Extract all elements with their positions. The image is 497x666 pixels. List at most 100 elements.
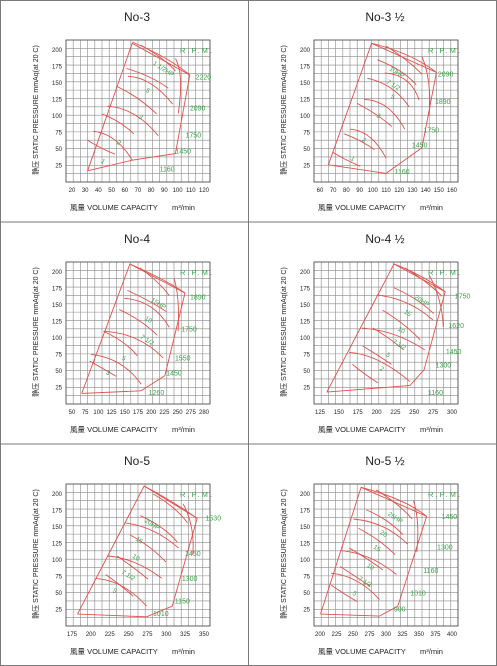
y-tick-label: 125 xyxy=(300,541,311,547)
hp-curve xyxy=(140,515,178,543)
y-tick-label: 200 xyxy=(52,48,63,54)
x-tick-label: 350 xyxy=(414,632,425,638)
hp-label: 25HP xyxy=(386,511,404,526)
hp-label: 7 1/2 xyxy=(120,569,136,583)
y-tick-label: 25 xyxy=(303,163,310,169)
x-axis-unit: m³/min xyxy=(420,203,443,212)
y-tick-label: 75 xyxy=(55,574,62,580)
rpm-value-label: 1450 xyxy=(412,143,428,150)
rpm-value-label: 1300 xyxy=(182,576,198,583)
rpm-curve xyxy=(173,279,179,332)
y-tick-label: 100 xyxy=(52,558,63,564)
y-tick-label: 200 xyxy=(300,48,311,54)
hp-curve xyxy=(358,527,396,555)
x-tick-label: 90 xyxy=(356,188,363,194)
rpm-curve xyxy=(349,128,387,159)
y-axis-label: 静压 STATIC PRESSURE mmAq(at 20 C) xyxy=(279,489,288,619)
x-tick-label: 300 xyxy=(381,632,392,638)
y-tick-label: 75 xyxy=(303,574,310,580)
x-tick-label: 110 xyxy=(186,188,196,194)
y-axis-label: 静压 STATIC PRESSURE mmAq(at 20 C) xyxy=(31,267,40,397)
y-tick-label: 150 xyxy=(300,303,311,309)
hp-label: 1 xyxy=(349,155,356,163)
hp-curve xyxy=(152,493,188,524)
operating-boundary xyxy=(81,263,186,394)
y-tick-label: 125 xyxy=(300,319,311,325)
x-tick-label: 250 xyxy=(173,410,184,416)
rpm-curve xyxy=(361,486,427,517)
y-tick-label: 125 xyxy=(52,97,63,103)
x-tick-label: 300 xyxy=(161,632,172,638)
x-axis-unit: m³/min xyxy=(172,647,195,656)
rpm-value-label: 2090 xyxy=(190,106,206,113)
hp-label: 10 xyxy=(365,562,375,572)
rpm-value-label: 1750 xyxy=(423,127,439,134)
operating-boundary xyxy=(326,263,446,393)
hp-label: 20HP xyxy=(413,294,431,309)
x-tick-label: 225 xyxy=(331,632,342,638)
y-tick-label: 125 xyxy=(52,541,63,547)
x-tick-label: 30 xyxy=(82,188,89,194)
y-tick-label: 25 xyxy=(55,607,62,613)
x-tick-label: 120 xyxy=(394,188,405,194)
rpm-value-label: 1150 xyxy=(175,599,190,606)
hp-curve xyxy=(367,77,410,107)
plot-frame xyxy=(65,261,211,405)
x-tick-label: 60 xyxy=(317,188,324,194)
x-tick-label: 250 xyxy=(348,632,359,638)
x-tick-label: 125 xyxy=(315,410,326,416)
rpm-value-label: 900 xyxy=(394,606,406,613)
hp-curve xyxy=(89,360,117,377)
hp-curve xyxy=(127,289,167,312)
y-tick-label: 125 xyxy=(300,97,311,103)
x-tick-label: 250 xyxy=(409,410,420,416)
y-tick-label: 175 xyxy=(52,508,63,514)
x-tick-label: 80 xyxy=(148,188,155,194)
y-tick-label: 75 xyxy=(303,130,310,136)
x-tick-label: 200 xyxy=(372,410,383,416)
hp-label: 20 xyxy=(378,529,388,539)
hp-label: 20HP xyxy=(143,517,161,532)
y-axis-label: 静压 STATIC PRESSURE mmAq(at 20 C) xyxy=(279,267,288,397)
x-tick-label: 225 xyxy=(105,632,116,638)
x-tick-label: 200 xyxy=(86,632,97,638)
hp-curve xyxy=(105,574,134,597)
rpm-value-label: 1620 xyxy=(448,323,464,330)
x-tick-label: 200 xyxy=(146,410,157,416)
y-tick-label: 50 xyxy=(303,147,310,153)
y-tick-label: 100 xyxy=(300,558,311,564)
x-axis-label: 風量 VOLUME CAPACITY xyxy=(70,425,158,434)
rpm-curve xyxy=(175,58,182,114)
hp-curve xyxy=(119,309,158,336)
rpm-curve xyxy=(143,485,198,519)
chart-title: No-3 ½ xyxy=(365,10,404,24)
rpm-curve xyxy=(90,354,142,385)
rpm-value-label: 1750 xyxy=(181,326,197,333)
hp-label: 3 xyxy=(104,369,111,377)
x-axis-unit: m³/min xyxy=(420,647,443,656)
rpm-curve xyxy=(353,518,408,545)
chart-title: No-5 ½ xyxy=(365,454,404,468)
hp-label: 10HP xyxy=(388,65,406,80)
rpm-header-label: R.P.M. xyxy=(428,268,462,277)
y-tick-label: 25 xyxy=(55,163,62,169)
y-tick-label: 25 xyxy=(303,607,310,613)
x-tick-label: 275 xyxy=(364,632,375,638)
rpm-curve xyxy=(413,500,419,553)
rpm-value-label: 1750 xyxy=(186,133,202,140)
rpm-curve xyxy=(428,274,444,327)
rpm-value-label: 2090 xyxy=(438,71,454,78)
hp-label: 3 xyxy=(375,112,382,120)
hp-label: 15 xyxy=(134,536,144,546)
rpm-curve xyxy=(341,550,397,575)
hp-curve xyxy=(382,309,421,341)
y-axis-label: 静压 STATIC PRESSURE mmAq(at 20 C) xyxy=(279,45,288,175)
y-tick-label: 175 xyxy=(300,64,311,70)
hp-label: 10 xyxy=(396,326,406,336)
hp-curve xyxy=(362,345,392,365)
rpm-header-label: R.P.M. xyxy=(428,46,462,55)
hp-curve xyxy=(356,103,393,127)
chart-panel: No-5 ½ 25 50 75 100 125 150 175 200 200 225 250 275 3… xyxy=(279,454,460,656)
hp-label: 10 xyxy=(131,553,141,563)
